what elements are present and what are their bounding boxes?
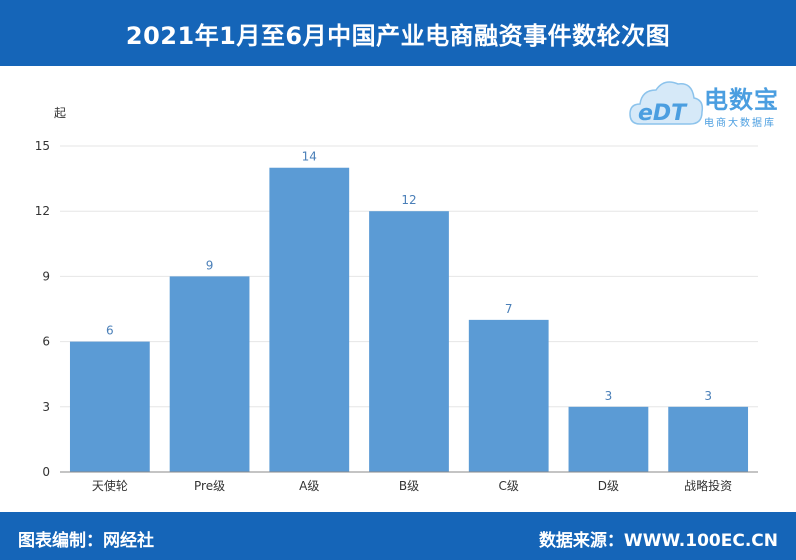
y-tick-label: 12 [35,204,50,218]
bar [568,406,649,472]
x-tick-label: C级 [499,479,519,493]
x-tick-label: A级 [299,479,319,493]
logo-subtitle: 电商大数据库 [704,118,776,129]
logo-mark-text: eDT [638,101,688,126]
bar [269,167,350,472]
data-label: 9 [206,258,214,272]
bar [468,319,549,472]
data-label: 6 [106,324,114,338]
data-label: 7 [505,302,513,316]
bar [69,341,150,472]
bar [668,406,749,472]
x-axis-ticks: 天使轮 Pre级 A级 B级 C级 D级 战略投资 [92,478,732,493]
y-tick-label: 9 [42,269,50,283]
bars [69,167,749,472]
y-tick-label: 6 [42,335,50,349]
cloud-logo-icon: eDT [629,81,704,126]
bar [369,211,449,472]
y-axis-ticks: 0 3 6 9 12 15 [35,139,50,479]
bar-chart: 0 3 6 9 12 15 天使轮 Pre级 A级 B级 C级 D级 战略投资 6 9 14 12 7 3 3 起 [35,106,758,493]
chart-title-bar: 2021年1月至6月中国产业电商融资事件数轮次图 [0,0,796,66]
y-tick-label: 15 [35,139,50,153]
footer-source: 数据来源：WWW.100EC.CN [538,531,778,551]
x-tick-label: B级 [399,479,419,493]
data-label: 12 [401,193,416,207]
x-tick-label: 战略投资 [684,478,732,493]
y-tick-label: 3 [42,400,50,414]
logo: eDT 电数宝 电商大数据库 [628,72,788,134]
data-labels: 6 9 14 12 7 3 3 [106,150,712,403]
x-tick-label: 天使轮 [92,478,128,493]
y-axis-label: 起 [54,106,66,120]
chart-title: 2021年1月至6月中国产业电商融资事件数轮次图 [125,21,671,50]
data-label: 14 [302,150,317,164]
y-tick-label: 0 [42,465,50,479]
x-tick-label: D级 [598,479,619,493]
data-label: 3 [704,389,712,403]
footer: 图表编制：网经社 数据来源：WWW.100EC.CN [0,512,796,560]
data-label: 3 [605,389,613,403]
logo-brand: 电数宝 [704,86,779,114]
x-tick-label: Pre级 [194,479,225,493]
footer-editor: 图表编制：网经社 [18,531,154,551]
bar [169,276,250,472]
